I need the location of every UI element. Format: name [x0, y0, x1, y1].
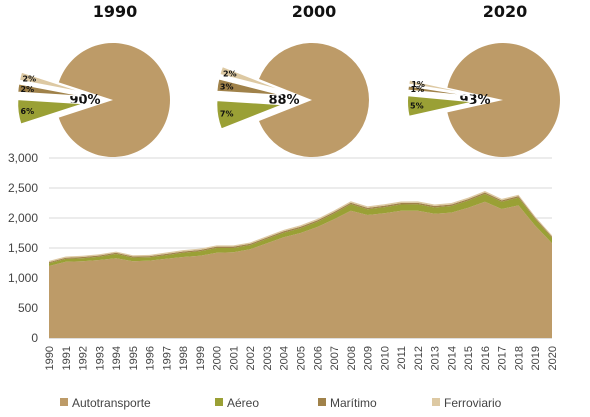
x-tick-label: 1997 — [161, 346, 173, 370]
pie-label-maritimo: 3% — [220, 82, 234, 91]
area-series-aereo — [49, 194, 552, 266]
y-tick-label: 1,500 — [8, 241, 38, 255]
x-tick-label: 1991 — [61, 346, 73, 370]
pie-slice-ferroviario — [219, 65, 284, 92]
legend-swatch — [60, 398, 68, 406]
pie-slice-maritimo — [407, 85, 474, 97]
x-tick-label: 2010 — [379, 346, 391, 370]
x-tick-label: 2020 — [547, 346, 559, 370]
pie-slice-autotransporte — [58, 43, 170, 158]
pie-slice-autotransporte — [447, 42, 560, 157]
y-tick-label: 500 — [18, 301, 38, 315]
pie-label-autotransporte: 93% — [459, 93, 490, 108]
x-tick-label: 2004 — [279, 346, 291, 370]
x-tick-label: 2019 — [530, 346, 542, 370]
x-tick-label: 1999 — [195, 346, 207, 370]
x-tick-label: 2016 — [480, 346, 492, 370]
x-tick-label: 2008 — [346, 346, 358, 370]
pie-label-aereo: 7% — [220, 110, 234, 119]
x-tick-label: 2001 — [228, 346, 240, 370]
x-tick-label: 2002 — [245, 346, 257, 370]
legend-label: Ferroviario — [444, 396, 502, 410]
y-tick-label: 2,500 — [8, 181, 38, 195]
x-tick-label: 2011 — [396, 346, 408, 370]
pie-slice-ferroviario — [18, 71, 85, 94]
x-tick-label: 1998 — [178, 346, 190, 370]
y-tick-label: 2,000 — [8, 211, 38, 225]
pie-slice-maritimo — [216, 78, 283, 96]
pie-slice-ferroviario — [408, 79, 474, 95]
pie-slice-aereo — [216, 100, 283, 130]
pie-2020: 2020 93% 5% 1%1% — [407, 2, 560, 157]
x-tick-label: 1996 — [145, 346, 157, 370]
x-tick-label: 2005 — [296, 346, 308, 370]
legend-item-aereo: Aéreo — [215, 396, 259, 410]
pie-slice-maritimo — [17, 83, 84, 97]
pie-label-maritimo: 2% — [21, 85, 35, 94]
pie-label-maritimo: 1% — [411, 85, 425, 94]
pie-title: 2020 — [483, 2, 528, 21]
pie-slice-autotransporte — [259, 42, 369, 157]
pie-label-ferroviario: 1% — [411, 80, 425, 89]
y-tick-label: 1,000 — [8, 271, 38, 285]
x-tick-label: 2017 — [497, 346, 509, 370]
legend-item-autotransporte: Autotransporte — [60, 396, 151, 410]
x-axis: 1990 1991 1992 1993 1994 1995 1996 1997 1998 1999… — [44, 346, 559, 370]
x-tick-label: 2018 — [513, 346, 525, 370]
x-tick-label: 2015 — [463, 346, 475, 370]
pie-title: 1990 — [93, 2, 138, 21]
x-tick-label: 2013 — [430, 346, 442, 370]
x-tick-label: 2012 — [413, 346, 425, 370]
y-tick-label: 0 — [31, 331, 38, 345]
x-tick-label: 2003 — [262, 346, 274, 370]
legend-swatch — [318, 398, 326, 406]
pie-label-aereo: 5% — [410, 101, 424, 110]
legend: Autotransporte Aéreo Marítimo Ferroviario — [60, 396, 502, 410]
x-tick-label: 2009 — [363, 346, 375, 370]
x-tick-label: 2000 — [212, 346, 224, 370]
x-tick-label: 2014 — [446, 346, 458, 370]
y-tick-label: 3,000 — [8, 151, 38, 165]
pie-label-aereo: 6% — [21, 107, 35, 116]
pie-label-ferroviario: 2% — [23, 75, 37, 84]
legend-item-maritimo: Marítimo — [318, 396, 377, 410]
x-tick-label: 2006 — [312, 346, 324, 370]
area-series-ferroviario — [49, 191, 552, 263]
area-series-maritimo — [49, 192, 552, 264]
legend-item-ferroviario: Ferroviario — [432, 396, 502, 410]
legend-label: Autotransporte — [72, 396, 151, 410]
x-tick-label: 1995 — [128, 346, 140, 370]
x-tick-label: 2007 — [329, 346, 341, 370]
legend-swatch — [432, 398, 440, 406]
legend-swatch — [215, 398, 223, 406]
pie-label-ferroviario: 2% — [223, 69, 237, 78]
legend-label: Aéreo — [227, 396, 259, 410]
x-tick-label: 1992 — [78, 346, 90, 370]
pie-slice-aereo — [407, 95, 474, 117]
pie-slice-aereo — [17, 99, 84, 125]
x-tick-label: 1990 — [44, 346, 56, 370]
legend-label: Marítimo — [330, 396, 377, 410]
x-tick-label: 1993 — [94, 346, 106, 370]
x-tick-label: 1994 — [111, 346, 123, 370]
pie-title: 2000 — [292, 2, 337, 21]
area-chart-series — [49, 191, 552, 338]
y-axis: 0 500 1,000 1,500 2,000 2,500 3,000 — [8, 151, 38, 345]
area-series-autotransporte — [49, 201, 552, 338]
